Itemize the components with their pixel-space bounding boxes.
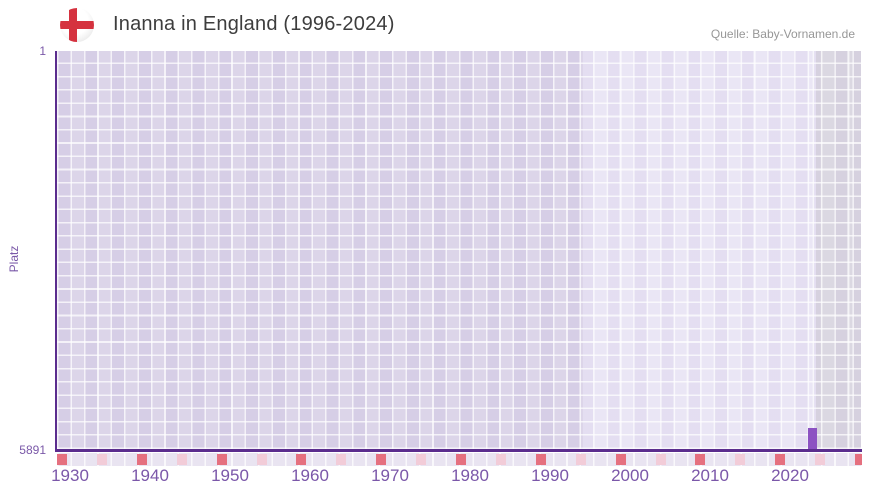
y-tick-bottom: 5891 — [19, 443, 46, 457]
half-decade-tick-marker — [176, 454, 187, 465]
half-decade-tick-marker — [256, 454, 267, 465]
region-data-period — [583, 51, 816, 449]
x-tick-label-2010: 2010 — [691, 466, 729, 485]
x-tick-label-1990: 1990 — [531, 466, 569, 485]
y-axis-line — [55, 51, 57, 451]
flag-cross-horizontal — [60, 21, 94, 29]
half-decade-tick-marker — [575, 454, 586, 465]
half-decade-tick-marker — [655, 454, 666, 465]
decade-tick-marker — [775, 454, 786, 465]
x-tick-label-2000: 2000 — [611, 466, 649, 485]
x-tick-label-1950: 1950 — [211, 466, 249, 485]
y-axis-title: Platz — [7, 245, 21, 273]
plot-area — [57, 51, 861, 449]
decade-tick-marker — [855, 454, 862, 465]
x-tick-label-1930: 1930 — [51, 466, 89, 485]
y-tick-top: 1 — [39, 44, 46, 58]
half-decade-tick-marker — [416, 454, 427, 465]
decade-tick-marker — [57, 454, 67, 465]
england-flag-icon — [60, 8, 94, 42]
x-tick-label-1960: 1960 — [291, 466, 329, 485]
decade-tick-marker — [615, 454, 626, 465]
decade-tick-marker — [296, 454, 307, 465]
region-after-data-period — [816, 51, 861, 449]
x-tick-label-1940: 1940 — [131, 466, 169, 485]
x-tick-label-1980: 1980 — [451, 466, 489, 485]
half-decade-tick-marker — [735, 454, 746, 465]
x-axis-line — [55, 449, 862, 452]
decade-tick-marker — [376, 454, 387, 465]
x-tick-label-2020: 2020 — [771, 466, 809, 485]
decade-tick-marker — [216, 454, 227, 465]
decade-tick-marker — [136, 454, 147, 465]
source-credit: Quelle: Baby-Vornamen.de — [710, 27, 855, 41]
half-decade-tick-marker — [495, 454, 506, 465]
half-decade-tick-marker — [96, 454, 107, 465]
rank-bar-2023 — [808, 428, 817, 449]
decade-tick-marker — [535, 454, 546, 465]
half-decade-tick-marker — [336, 454, 347, 465]
decade-tick-marker — [695, 454, 706, 465]
x-tick-label-1970: 1970 — [371, 466, 409, 485]
flag-cross-vertical — [69, 8, 77, 42]
chart-title: Inanna in England (1996-2024) — [113, 13, 395, 35]
half-decade-tick-marker — [815, 454, 826, 465]
decade-tick-marker — [456, 454, 466, 465]
region-before-data-period — [57, 51, 583, 449]
x-tick-strip — [57, 453, 862, 466]
